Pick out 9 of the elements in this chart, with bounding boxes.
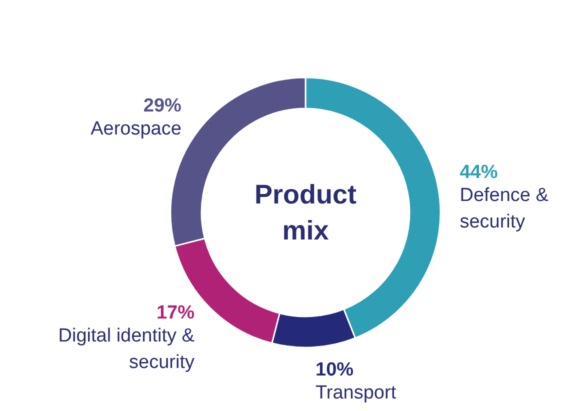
data-label: 10%	[316, 360, 354, 380]
slice-label: Defence & security	[460, 185, 549, 232]
slice-label: Digital identity & security	[58, 326, 195, 373]
slice-label: Aerospace	[90, 118, 182, 140]
data-label: 17%	[156, 302, 195, 324]
text: Product mix	[254, 180, 357, 246]
slice-label: Transport	[316, 382, 397, 404]
data-label: 44%	[460, 162, 498, 184]
data-label: 29%	[143, 95, 182, 116]
